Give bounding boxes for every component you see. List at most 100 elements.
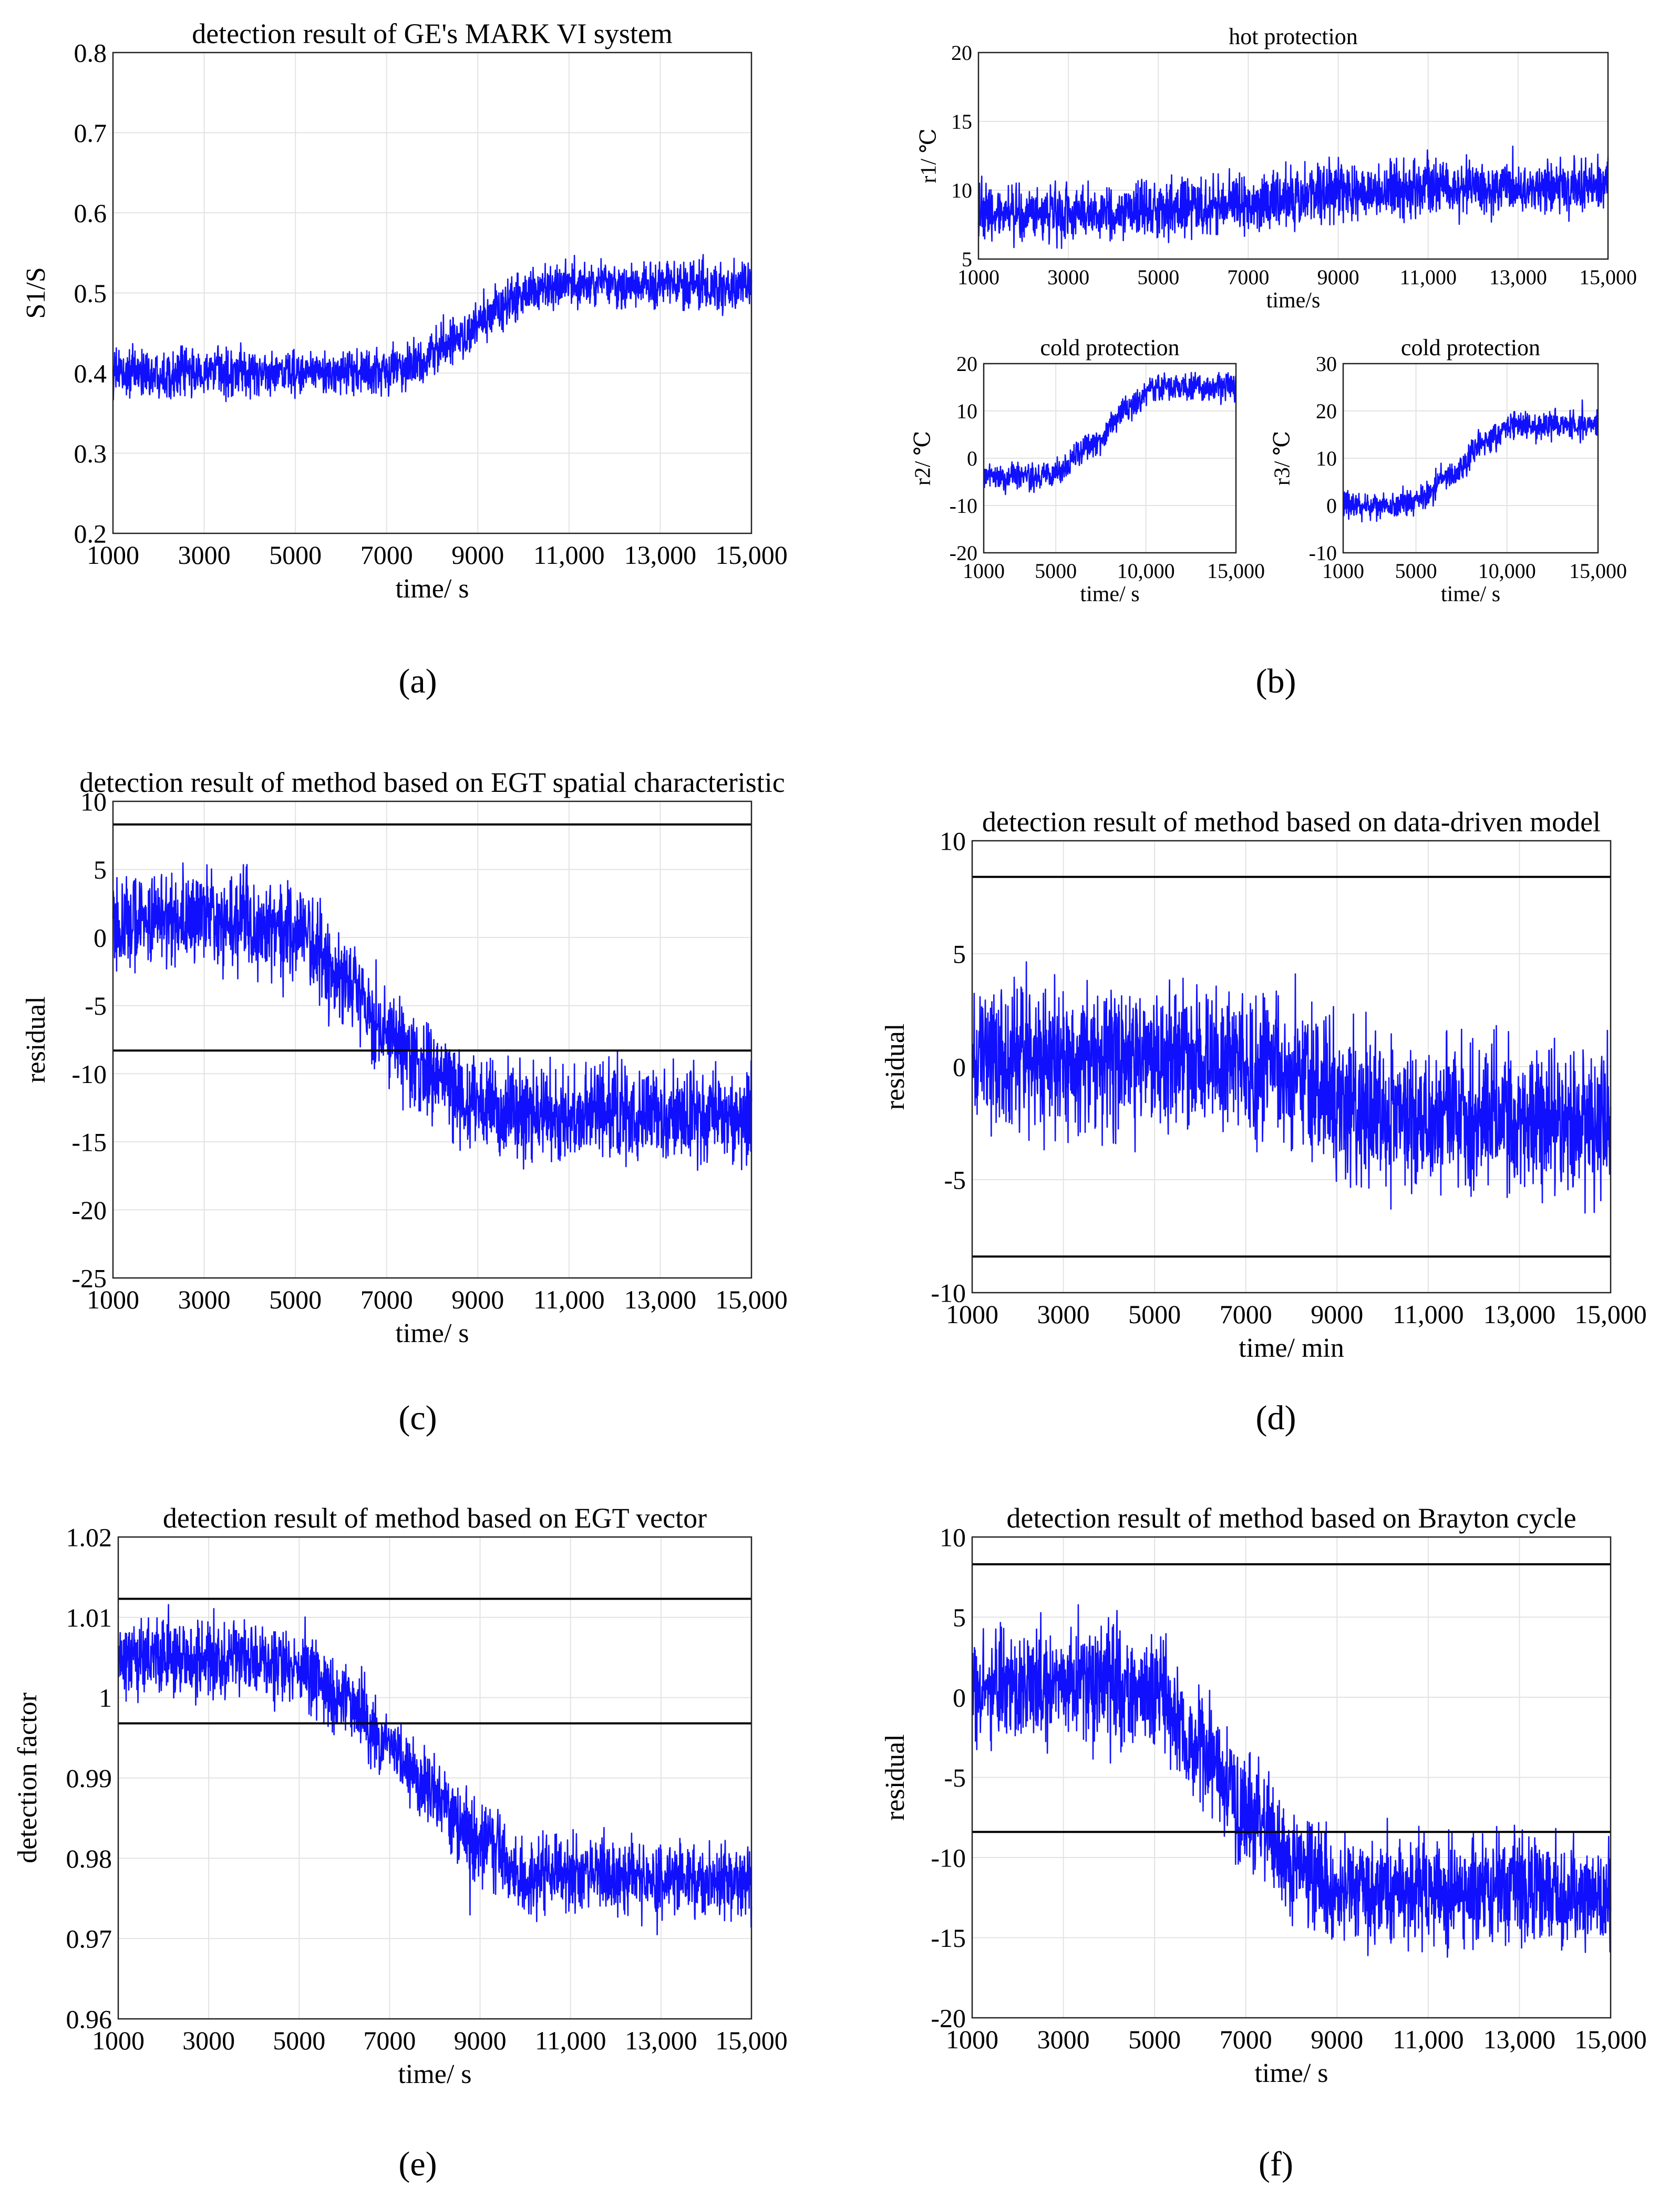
y-tick-label: 0.4 [74,359,107,388]
y-tick-label: -5 [85,991,107,1020]
y-tick-label: 0.2 [74,519,107,549]
y-tick-label: 10 [80,787,107,817]
x-axis-label: time/s [1266,288,1321,313]
charts-layer: 1000 3000 5000 7000 9000 11,000 13,000 15,000 0.… [13,18,1647,2089]
chart-f: 1000 3000 5000 7000 9000 11,000 13,000 15,000 -2… [880,1502,1647,2088]
y-tick-label: -10 [71,1059,107,1089]
chart-title: detection result of GE's MARK VI system [192,18,673,49]
caption-d: (d) [1256,1399,1296,1437]
y-tick-label: 0.99 [66,1763,112,1793]
x-tick-label: 5000 [1395,559,1437,583]
y-tick-label: -15 [71,1127,107,1157]
y-tick-label: 0.7 [74,118,107,148]
chart-title: cold protection [1401,335,1540,360]
y-tick-label: -25 [71,1264,107,1293]
series-line [971,1604,1612,1958]
series-line [112,254,753,403]
y-axis-label: residual [880,1024,910,1110]
x-tick-label: 13,000 [625,2026,697,2055]
y-tick-label: 5 [94,855,107,884]
x-tick-label: 7000 [1220,2025,1272,2054]
x-tick-label: 13,000 [624,1285,697,1314]
chart-title: detection result of method based on data… [982,806,1601,838]
x-tick-label: 11,000 [1399,265,1457,289]
y-axis-label: residual [880,1734,910,1821]
x-tick-label: 7000 [360,540,413,570]
y-tick-label: 1.01 [66,1603,112,1632]
y-tick-label: -5 [944,1165,966,1195]
x-tick-label: 1000 [1322,559,1364,583]
x-tick-label: 7000 [363,2026,416,2055]
x-tick-label: 5000 [1128,2025,1181,2054]
x-tick-label: 3000 [1047,265,1089,289]
y-tick-label: 5 [953,940,966,969]
y-tick-label: 5 [962,247,972,271]
y-tick-label: 10 [951,179,972,202]
x-tick-label: 9000 [1311,2025,1363,2054]
y-tick-label: -20 [950,541,977,565]
x-tick-label: 9000 [1311,1299,1363,1329]
series-line [983,372,1237,496]
plot-frame [112,800,753,1279]
y-tick-label: -20 [931,2004,966,2033]
y-axis-label: r3/ ℃ [1271,431,1295,486]
chart-b3: 1000 5000 10,000 15,000 -10 0 10 20 30 cold prote… [1271,335,1627,606]
x-tick-label: 13,000 [1483,1299,1556,1329]
x-tick-label: 7000 [360,1285,413,1314]
y-axis-label: r2/ ℃ [911,431,935,486]
y-axis-label: S1/S [21,267,51,318]
plot-frame [117,1536,753,2020]
x-axis-label: time/ min [1239,1333,1344,1363]
chart-title: hot protection [1229,24,1358,49]
x-tick-label: 3000 [1037,1299,1090,1329]
x-tick-label: 7000 [1220,1299,1272,1329]
y-tick-label: 0.96 [66,2005,112,2034]
x-tick-label: 5000 [269,1285,322,1314]
y-tick-label: 1 [99,1683,112,1713]
x-tick-label: 10,000 [1478,559,1536,583]
y-tick-label: -5 [944,1763,966,1792]
caption-a: (a) [398,662,437,700]
x-tick-label: 9000 [1317,265,1359,289]
plot-frame [971,840,1612,1294]
x-axis-label: time/ s [398,2059,471,2089]
x-tick-label: 5000 [1137,265,1179,289]
x-tick-label: 15,000 [715,540,788,570]
x-tick-label: 15,000 [1579,265,1637,289]
y-tick-label: -10 [1309,541,1337,565]
y-tick-label: -20 [71,1195,107,1225]
chart-d: 1000 3000 5000 7000 9000 11,000 13,000 15,000 -1… [880,806,1647,1363]
x-tick-label: 11,000 [535,2026,606,2055]
x-tick-label: 1000 [87,540,139,570]
x-tick-label: 13,000 [1489,265,1547,289]
chart-title: cold protection [1040,335,1179,360]
x-axis-label: time/ s [1254,2058,1328,2088]
caption-f: (f) [1259,2145,1293,2183]
chart-e: 1000 3000 5000 7000 9000 11,000 13,000 15,000 0.… [13,1502,788,2089]
y-tick-label: 20 [956,352,977,376]
x-tick-label: 1000 [87,1285,139,1314]
y-axis-label: residual [21,996,51,1083]
plot-frame [971,1536,1612,2019]
y-tick-label: 15 [951,110,972,133]
chart-title: detection result of method based on EGT … [163,1502,707,1534]
x-tick-label: 5000 [1035,559,1077,583]
x-axis-label: time/ s [1441,582,1500,606]
x-tick-label: 11,000 [533,540,605,570]
y-tick-label: 0.3 [74,439,107,468]
caption-c: (c) [398,1399,437,1437]
x-tick-label: 15,000 [1574,1299,1647,1329]
x-axis-label: time/ s [395,574,469,604]
y-tick-label: -10 [950,494,977,518]
x-tick-label: 13,000 [624,540,697,570]
x-tick-label: 5000 [273,2026,325,2055]
plot-area [113,801,751,1278]
chart-b2: 1000 5000 10,000 15,000 -20 -10 0 10 20 cold prot… [911,335,1265,606]
chart-title: detection result of method based on EGT … [79,767,785,798]
series-line [971,961,1612,1214]
y-tick-label: 0.97 [66,1924,112,1954]
y-tick-label: 0 [967,447,977,470]
y-tick-label: -10 [931,1843,966,1873]
series-line [117,1604,753,1935]
